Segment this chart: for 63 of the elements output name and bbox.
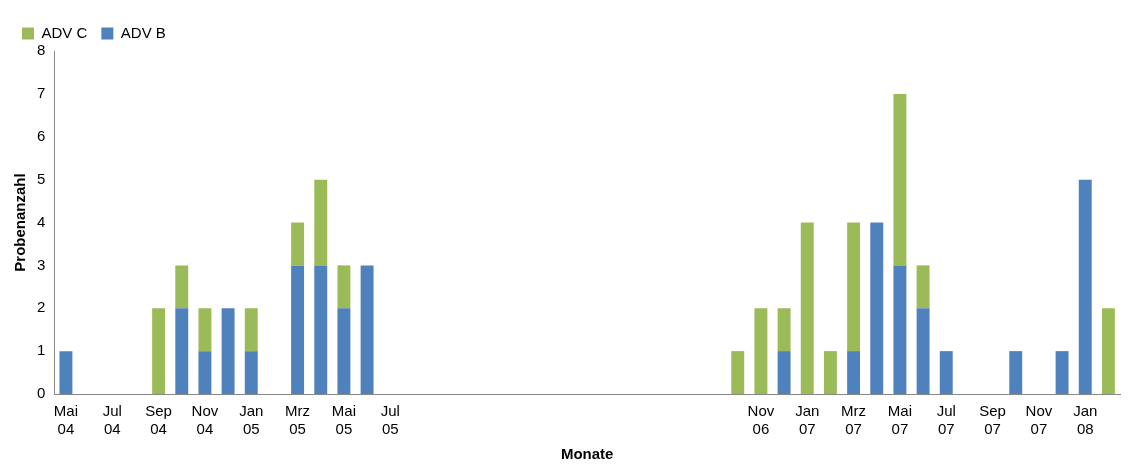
bar	[939, 351, 953, 394]
bar	[777, 351, 791, 394]
y-axis-title: Probenanzahl	[11, 173, 29, 272]
x-tick-label: Mai 05	[331, 402, 357, 438]
x-tick-label: Jul 07	[936, 402, 956, 438]
bar	[291, 222, 305, 266]
x-tick-label: Jan 07	[795, 402, 820, 438]
y-tick-label: 0	[37, 384, 46, 402]
bar	[1101, 308, 1115, 394]
y-tick-label: 5	[37, 169, 46, 187]
x-tick-label: Mai 07	[887, 402, 912, 438]
bar	[360, 265, 374, 394]
bar	[893, 265, 907, 394]
x-tick-label: Nov 07	[1025, 402, 1053, 438]
bar	[800, 222, 814, 394]
y-tick-label: 6	[37, 126, 46, 144]
x-tick-label: Nov 06	[747, 402, 775, 438]
x-tick-label: Sep 07	[979, 402, 1006, 438]
bar	[823, 351, 837, 394]
bar	[175, 308, 189, 394]
bar	[754, 308, 768, 394]
y-tick-label: 2	[37, 298, 46, 316]
y-tick-label: 4	[37, 212, 46, 230]
x-tick-label: Mai 04	[53, 402, 79, 438]
y-tick-label: 8	[37, 41, 46, 59]
bar	[175, 265, 189, 309]
x-tick-label: Jul 05	[380, 402, 400, 438]
bar	[847, 222, 861, 352]
bar	[59, 351, 73, 394]
x-tick-label: Sep 04	[145, 402, 172, 438]
legend-label: ADV C	[41, 23, 88, 41]
bar	[198, 351, 212, 394]
bar	[314, 179, 328, 266]
bar	[221, 308, 235, 394]
bar	[916, 265, 930, 309]
bar	[291, 265, 305, 394]
x-tick-label: Jan 05	[239, 402, 264, 438]
bar	[1055, 351, 1069, 394]
bar	[244, 308, 258, 352]
x-tick-label: Jan 08	[1073, 402, 1098, 438]
bar	[847, 351, 861, 394]
bar	[777, 308, 791, 352]
y-tick-label: 3	[37, 255, 46, 273]
bar	[337, 308, 351, 394]
bar	[893, 93, 907, 266]
y-tick-label: 1	[37, 341, 46, 359]
bar	[244, 351, 258, 394]
x-axis-title: Monate	[560, 445, 614, 463]
x-tick-label: Mrz 05	[285, 402, 311, 438]
x-tick-label: Jul 04	[102, 402, 122, 438]
bar	[731, 351, 745, 394]
x-tick-label: Nov 04	[191, 402, 219, 438]
bar	[1009, 351, 1023, 394]
bar	[1078, 179, 1092, 394]
bar	[152, 308, 166, 394]
bar	[870, 222, 884, 394]
x-tick-label: Mrz 07	[841, 402, 867, 438]
bar	[314, 265, 328, 394]
y-tick-label: 7	[37, 84, 46, 102]
legend-label: ADV B	[120, 23, 166, 41]
bar	[916, 308, 930, 394]
bar	[198, 308, 212, 352]
bar	[337, 265, 351, 309]
